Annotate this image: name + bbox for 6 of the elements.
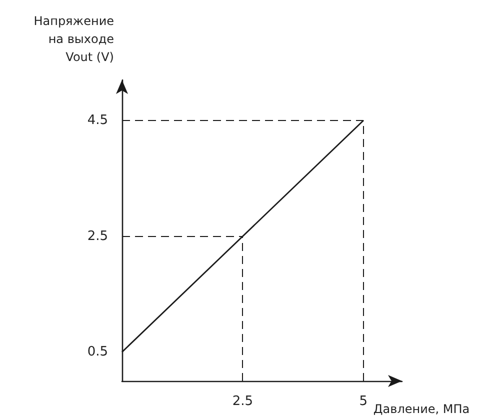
x-axis-title: Давление, МПа <box>373 402 470 416</box>
x-tick-label: 5 <box>359 394 368 409</box>
y-axis-title: Напряжение на выходе Vout (V) <box>34 14 114 64</box>
y-tick-label: 2.5 <box>87 228 108 244</box>
y-tick-label: 4.5 <box>87 113 108 128</box>
y-tick-label: 0.5 <box>87 344 108 360</box>
